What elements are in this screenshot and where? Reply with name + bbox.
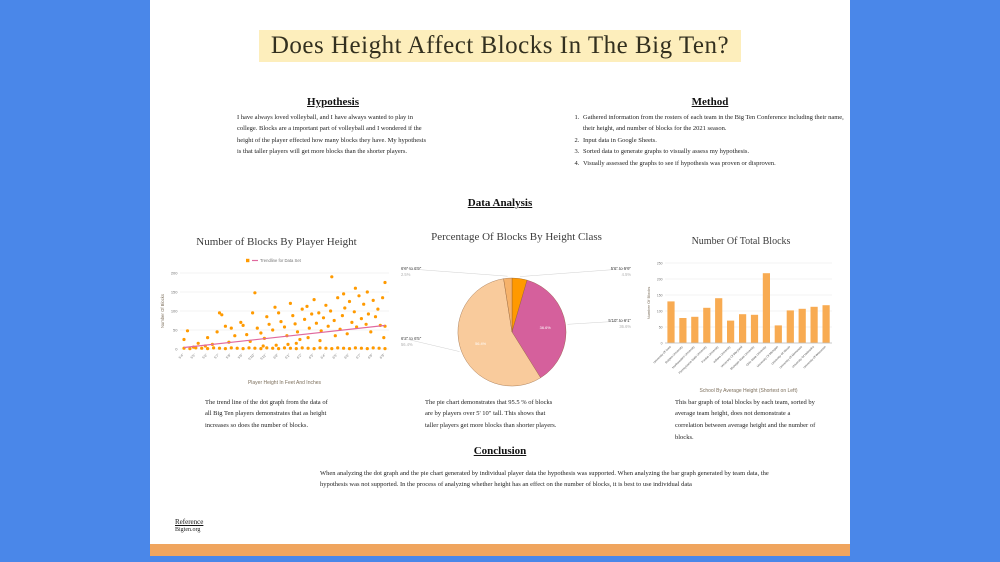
hypothesis-section: Hypothesis I have always loved volleybal… <box>237 96 429 158</box>
svg-text:School By Average Height (Shor: School By Average Height (Shortest on Le… <box>699 388 797 394</box>
pie-chart: Percentage Of Blocks By Height Class 5'6… <box>398 231 635 401</box>
svg-text:6'6": 6'6" <box>343 352 350 359</box>
conclusion-body: When analyzing the dot graph and the pie… <box>320 469 769 489</box>
svg-text:6'2" to 6'5": 6'2" to 6'5" <box>401 336 422 341</box>
svg-text:5'6": 5'6" <box>202 352 209 359</box>
svg-text:6'6" to 6'9": 6'6" to 6'9" <box>401 266 422 271</box>
svg-text:100: 100 <box>171 308 178 313</box>
svg-text:5'8": 5'8" <box>225 352 232 359</box>
svg-text:5'11": 5'11" <box>260 352 269 361</box>
conclusion-heading: Conclusion <box>473 445 527 457</box>
svg-text:5'4": 5'4" <box>178 352 185 359</box>
pie-description: The pie chart demonstrates that 95.5 % o… <box>425 398 557 429</box>
svg-text:6'1": 6'1" <box>284 352 291 359</box>
svg-text:4.5%: 4.5% <box>622 272 632 277</box>
svg-text:6'8": 6'8" <box>367 352 374 359</box>
pie-plot-area: 5'6" to 5'9" 4.5% 5'10" to 6'1" 36.6% 36.6% 6… <box>398 244 635 401</box>
svg-text:Number Of Blocks: Number Of Blocks <box>646 287 651 319</box>
scatter-description: The trend line of the dot graph from the… <box>205 398 328 429</box>
svg-text:100: 100 <box>657 309 663 313</box>
svg-text:200: 200 <box>657 277 663 281</box>
method-step: Gathered information from the rosters of… <box>581 112 855 135</box>
svg-text:0: 0 <box>175 346 178 351</box>
svg-text:50: 50 <box>173 327 178 332</box>
data-analysis-heading: Data Analysis <box>467 197 533 209</box>
title-banner: Does Height Affect Blocks In The Big Ten… <box>150 30 850 62</box>
svg-text:Player Height In Feet And Inch: Player Height In Feet And Inches <box>248 380 322 386</box>
svg-text:University Of Wisconsin: University Of Wisconsin <box>802 345 827 370</box>
svg-text:56.4%: 56.4% <box>401 342 413 347</box>
bar-plot-area: 0 50 100 150 200 250 University Of Iowa Rutgers… <box>645 248 837 403</box>
svg-text:150: 150 <box>171 289 178 294</box>
svg-text:6'2": 6'2" <box>296 352 303 359</box>
svg-text:56.4%: 56.4% <box>475 341 487 346</box>
svg-text:200: 200 <box>171 270 178 275</box>
method-section: Method Gathered information from the ros… <box>565 96 855 169</box>
svg-text:5'6" to 5'9": 5'6" to 5'9" <box>611 266 632 271</box>
svg-text:6'0": 6'0" <box>272 352 279 359</box>
method-step: Input data in Google Sheets. <box>581 135 855 146</box>
svg-text:6'9": 6'9" <box>379 352 386 359</box>
reference-heading: Reference <box>175 518 204 526</box>
svg-text:5'10": 5'10" <box>248 352 257 361</box>
svg-text:2.5%: 2.5% <box>401 272 411 277</box>
svg-text:6'3": 6'3" <box>308 352 315 359</box>
scatter-plot-area: 0 50 100 150 200 Trendline for Data Set 5'4" 5'… <box>158 249 395 394</box>
svg-text:6'5": 6'5" <box>332 352 339 359</box>
svg-text:5'5": 5'5" <box>190 352 197 359</box>
hypothesis-heading: Hypothesis <box>307 96 359 108</box>
svg-text:50: 50 <box>659 325 663 329</box>
reference-section: Reference Bigten.org <box>175 518 203 533</box>
method-heading: Method <box>691 96 729 108</box>
poster-title: Does Height Affect Blocks In The Big Ten… <box>258 30 742 62</box>
svg-text:36.6%: 36.6% <box>619 324 631 329</box>
bar-description: This bar graph of total blocks by each t… <box>675 398 816 441</box>
svg-text:5'10" to 6'1": 5'10" to 6'1" <box>608 318 631 323</box>
bottom-accent-strip <box>150 544 850 556</box>
reference-source: Bigten.org <box>175 527 201 533</box>
method-step: Sorted data to generate graphs to visual… <box>581 146 855 157</box>
method-step: Visually assessed the graphs to see if h… <box>581 158 855 169</box>
method-list: Gathered information from the rosters of… <box>565 112 855 169</box>
bar-chart: Number Of Total Blocks 0 50 100 150 200 250 Un… <box>645 236 837 403</box>
pie-svg: 5'6" to 5'9"4.5%5'10" to 6'1"36.6%36.6%6… <box>401 266 632 387</box>
scatter-chart-title: Number of Blocks By Player Height <box>196 236 357 248</box>
bar-chart-title: Number Of Total Blocks <box>691 236 791 247</box>
svg-text:5'9": 5'9" <box>237 352 244 359</box>
svg-text:150: 150 <box>657 293 663 297</box>
svg-text:36.6%: 36.6% <box>540 325 552 330</box>
svg-text:Number Of Blocks: Number Of Blocks <box>160 294 165 328</box>
svg-text:0: 0 <box>661 341 663 345</box>
svg-text:6'7": 6'7" <box>355 352 362 359</box>
svg-text:Trendline for Data Set: Trendline for Data Set <box>260 258 302 263</box>
scatter-chart: Number of Blocks By Player Height 0 50 100… <box>158 236 395 394</box>
poster: Does Height Affect Blocks In The Big Ten… <box>150 0 850 556</box>
svg-text:250: 250 <box>657 261 663 265</box>
svg-text:5'7": 5'7" <box>213 352 220 359</box>
hypothesis-body: I have always loved volleyball, and I ha… <box>237 114 427 156</box>
scatter-svg: 0 50 100 150 200 Trendline for Data Set 5'4" 5'… <box>160 258 389 386</box>
pie-chart-title: Percentage Of Blocks By Height Class <box>431 231 602 243</box>
svg-text:6'4": 6'4" <box>320 352 327 359</box>
